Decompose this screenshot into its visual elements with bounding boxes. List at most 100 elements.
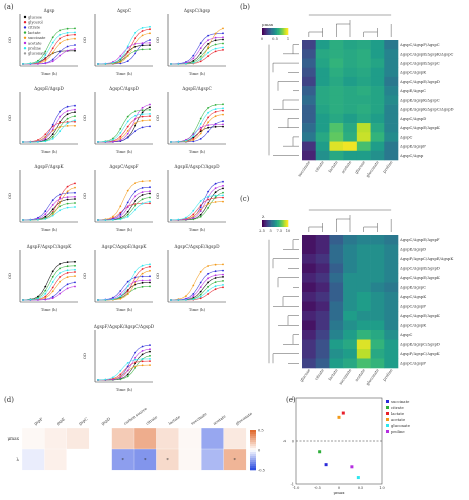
data-point xyxy=(207,190,210,193)
data-point xyxy=(44,296,47,299)
data-point xyxy=(149,344,151,346)
colorbar-tick: 5 xyxy=(270,229,273,233)
heatmap-cell xyxy=(384,349,399,359)
heatmap-cell xyxy=(356,40,371,50)
data-point xyxy=(141,202,144,205)
heatmap-cell xyxy=(315,339,330,350)
data-point xyxy=(112,138,114,141)
colorbar-segment xyxy=(264,220,267,227)
data-point xyxy=(207,293,210,295)
data-point xyxy=(74,260,76,263)
effect-cell xyxy=(21,427,45,450)
heatmap-cell xyxy=(302,282,317,293)
data-point xyxy=(126,280,129,283)
legend-marker xyxy=(386,424,389,427)
heatmap-cell xyxy=(302,67,317,78)
data-point xyxy=(66,202,69,205)
heatmap-cell xyxy=(329,58,344,68)
data-point xyxy=(51,47,54,50)
data-point xyxy=(222,180,224,183)
data-point xyxy=(134,195,137,198)
data-point xyxy=(149,265,151,268)
significance-mark: * xyxy=(166,458,169,464)
row-label: ΔgspE/ΔgspD xyxy=(400,247,426,252)
data-point xyxy=(222,184,224,187)
data-point xyxy=(134,282,137,284)
growth-subplot: ΔgspF/ΔgspK Time (h) OD xyxy=(7,165,78,232)
data-point xyxy=(141,106,144,109)
data-point xyxy=(199,286,202,288)
data-point xyxy=(207,265,210,267)
data-point xyxy=(66,192,69,194)
data-point xyxy=(44,62,47,65)
growth-curve xyxy=(98,126,151,143)
data-point xyxy=(170,141,172,143)
data-point xyxy=(192,213,195,216)
growth-curve xyxy=(170,126,224,143)
data-point xyxy=(104,140,107,143)
data-point xyxy=(199,42,202,45)
heatmap-cell xyxy=(356,330,371,340)
data-point xyxy=(119,139,122,142)
subplot-title: ΔgspE/ΔgspC/ΔgspD xyxy=(174,165,220,170)
data-point xyxy=(74,31,76,34)
x-axis-label: Time (h) xyxy=(116,71,133,76)
data-point xyxy=(126,375,129,378)
x-axis-label: Time (h) xyxy=(189,149,206,154)
data-point xyxy=(51,204,54,206)
data-point xyxy=(214,187,217,190)
colorbar-segment xyxy=(281,28,284,35)
colorbar-segment xyxy=(250,460,256,463)
heatmap-cell xyxy=(329,40,344,50)
colorbar-segment xyxy=(278,28,281,35)
colorbar-segment xyxy=(250,430,256,433)
colorbar-segment xyxy=(250,454,256,457)
data-point xyxy=(199,210,202,213)
data-point xyxy=(170,299,172,301)
growth-subplot: ΔgspC Time (h) OD xyxy=(82,9,153,76)
colorbar-segment xyxy=(278,220,281,227)
heatmap-cell xyxy=(370,141,385,152)
data-point xyxy=(134,122,137,125)
heatmap-cell xyxy=(343,76,358,87)
colorbar-segment xyxy=(276,28,278,35)
data-point xyxy=(66,122,69,125)
heatmap-cell xyxy=(370,95,385,105)
data-point xyxy=(134,271,137,273)
legend-entry: lactate xyxy=(391,411,405,416)
heatmap-cell xyxy=(302,349,317,359)
heatmap-cell xyxy=(302,141,317,152)
heatmap-cell xyxy=(302,320,317,331)
heatmap-cell xyxy=(329,150,344,161)
data-point xyxy=(207,107,210,109)
heatmap-cell xyxy=(384,40,399,50)
data-point xyxy=(222,113,224,116)
data-point xyxy=(59,130,61,133)
data-point xyxy=(141,34,144,37)
data-point xyxy=(141,268,144,270)
heatmap-cell xyxy=(343,301,358,312)
col-label: gspE xyxy=(55,416,66,426)
data-point xyxy=(192,62,195,64)
data-point xyxy=(222,27,224,30)
colorbar-segment xyxy=(262,28,264,35)
heatmap-cell xyxy=(315,273,330,283)
colorbar-segment xyxy=(250,464,256,467)
data-point xyxy=(126,120,129,123)
data-point xyxy=(126,201,129,204)
x-axis-label: Time (h) xyxy=(41,227,58,232)
heatmap-cell xyxy=(329,235,344,245)
heatmap-cell xyxy=(343,67,358,78)
scatter-point xyxy=(350,465,354,469)
growth-curve xyxy=(171,280,224,301)
data-point xyxy=(44,59,47,62)
colorbar-segment xyxy=(263,28,265,35)
data-point xyxy=(141,358,144,360)
col-label: proline xyxy=(382,159,394,174)
colorbar-tick: 0.5 xyxy=(258,429,264,433)
heatmap-cell xyxy=(302,104,317,115)
data-point xyxy=(44,215,47,218)
data-point xyxy=(59,263,61,265)
colorbar-tick: 0 xyxy=(261,37,264,41)
growth-subplot: ΔgspC/Δgsp Time (h) OD xyxy=(155,9,226,76)
